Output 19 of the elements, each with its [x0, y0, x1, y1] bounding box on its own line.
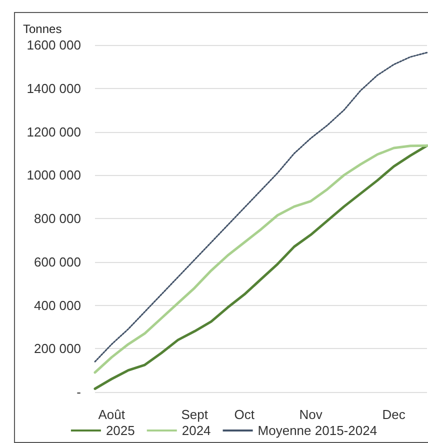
- y-tick-label: 1400 000: [26, 80, 81, 96]
- x-tick-label: Nov: [299, 407, 323, 422]
- y-tick-label: 400 000: [34, 298, 81, 313]
- y-tick-label: 1200 000: [26, 124, 81, 140]
- y-tick-label: 800 000: [34, 211, 81, 226]
- x-tick-label: Oct: [234, 407, 255, 422]
- y-tick-label: 1000 000: [26, 168, 81, 183]
- y-axis-title: Tonnes: [23, 22, 62, 36]
- y-tick-label: 200 000: [34, 341, 81, 356]
- x-tick-label: Dec: [382, 407, 406, 422]
- x-tick-label: Sept: [181, 407, 208, 422]
- y-tick-label: -: [76, 384, 81, 400]
- x-tick-label: Août: [98, 407, 126, 422]
- y-tick-label: 1600 000: [26, 38, 81, 52]
- line-series: [94, 52, 428, 362]
- legend-label: 2024: [182, 423, 211, 438]
- legend-label: 2025: [106, 423, 135, 438]
- y-tick-label: 600 000: [34, 254, 81, 270]
- legend-label: Moyenne 2015-2024: [258, 423, 378, 438]
